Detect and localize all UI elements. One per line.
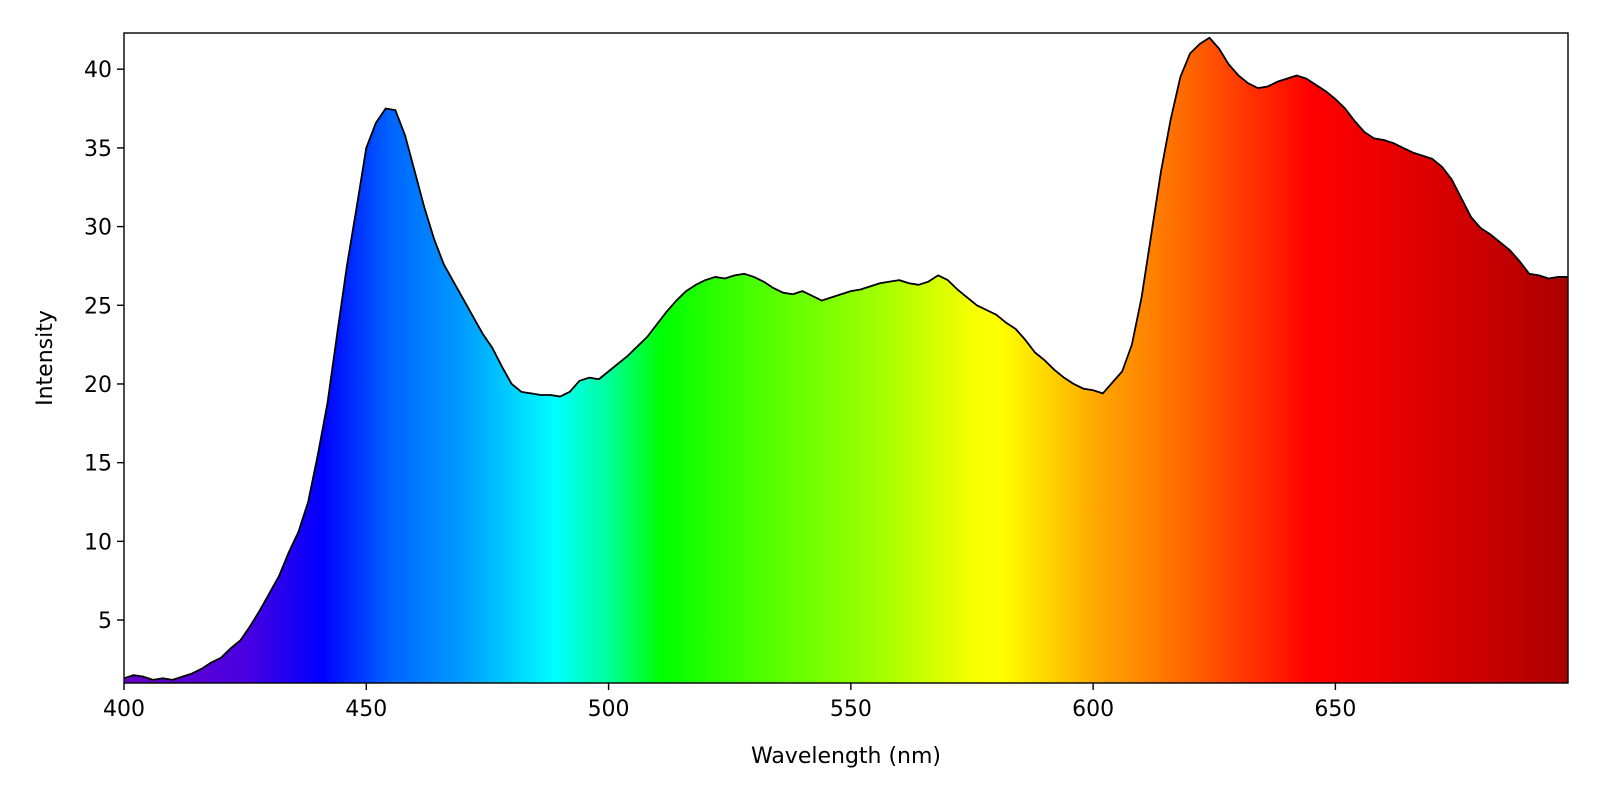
plot-frame <box>123 32 1569 684</box>
y-tick-label: 30 <box>84 216 112 241</box>
x-tick-label: 450 <box>345 697 387 722</box>
y-tick-label: 25 <box>84 294 112 319</box>
spectrum-line <box>124 36 1568 681</box>
spectrum-area <box>124 37 1568 683</box>
x-axis-label: Wavelength (nm) <box>751 744 941 769</box>
y-tick-label: 15 <box>84 452 112 477</box>
x-tick-label: 600 <box>1072 697 1114 722</box>
y-tick-label: 35 <box>84 137 112 162</box>
x-tick-label: 550 <box>830 697 872 722</box>
y-tick-label: 40 <box>84 58 112 83</box>
y-axis: 5 10 15 20 25 30 35 40 <box>84 58 124 634</box>
y-tick-label: 20 <box>84 373 112 398</box>
x-tick-label: 400 <box>103 697 145 722</box>
x-axis: 400 450 500 550 600 650 <box>103 683 1356 722</box>
y-tick-label: 10 <box>84 530 112 555</box>
y-tick-label: 5 <box>98 609 112 634</box>
y-axis-label: Intensity <box>33 310 58 406</box>
x-tick-label: 650 <box>1314 697 1356 722</box>
x-tick-label: 500 <box>588 697 630 722</box>
